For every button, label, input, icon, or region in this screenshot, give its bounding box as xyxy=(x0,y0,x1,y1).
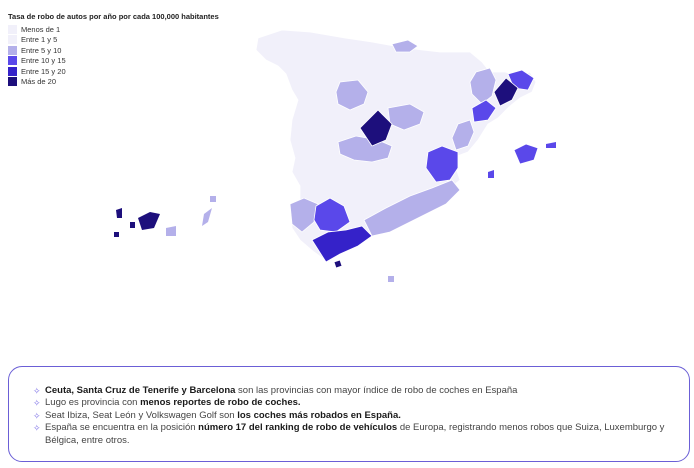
legend-item-entre-1-y-5: Entre 1 y 5 xyxy=(8,35,248,46)
legend-label: Entre 1 y 5 xyxy=(21,35,58,45)
province-sevilla xyxy=(313,197,351,233)
island-tenerife xyxy=(138,212,160,230)
island-lanzarote xyxy=(210,196,216,202)
legend-item-entre-5-y-10: Entre 5 y 10 xyxy=(8,45,248,56)
island-hierro xyxy=(114,232,119,237)
legend-item-menos-de-1: Menos de 1 xyxy=(8,24,248,35)
province-tarragona xyxy=(471,99,497,123)
province-valencia xyxy=(425,145,459,183)
province-castellon xyxy=(451,119,475,151)
island-la-palma xyxy=(116,208,122,218)
sparkle-icon: ✧ xyxy=(33,410,41,421)
spain-choropleth-map xyxy=(114,29,556,282)
sparkle-icon: ✧ xyxy=(33,398,41,409)
province-huelva xyxy=(289,197,319,233)
info-item: ✧ Seat Ibiza, Seat León y Volkswagen Gol… xyxy=(33,410,675,422)
province-ceuta xyxy=(333,259,343,269)
legend-swatch xyxy=(8,35,17,45)
legend-label: Más de 20 xyxy=(21,77,57,87)
island-ibiza xyxy=(488,170,494,178)
legend-label: Entre 5 y 10 xyxy=(21,45,62,55)
legend-title: Tasa de robo de autos por año por cada 1… xyxy=(8,12,219,21)
province-leon xyxy=(335,79,369,111)
legend-swatch xyxy=(8,66,17,76)
legend-swatch xyxy=(8,45,17,55)
legend-swatch xyxy=(8,56,17,66)
legend-swatch xyxy=(8,24,17,34)
map-legend: Tasa de robo de autos por año por cada 1… xyxy=(8,12,248,87)
legend-label: Entre 15 y 20 xyxy=(21,66,66,76)
province-barcelona xyxy=(493,77,519,107)
province-granada-almeria-murcia xyxy=(363,179,461,237)
info-text: Lugo es provincia con menos reportes de … xyxy=(45,397,301,409)
info-item: ✧ Ceuta, Santa Cruz de Tenerife y Barcel… xyxy=(33,385,675,397)
info-item: ✧ Lugo es provincia con menos reportes d… xyxy=(33,397,675,409)
info-text: Ceuta, Santa Cruz de Tenerife y Barcelon… xyxy=(45,385,518,396)
legend-item-entre-15-y-20: Entre 15 y 20 xyxy=(8,66,248,77)
province-malaga-cadiz xyxy=(311,225,373,263)
legend-item-mas-de-20: Más de 20 xyxy=(8,77,248,88)
province-zaragoza xyxy=(469,67,497,105)
info-text: Seat Ibiza, Seat León y Volkswagen Golf … xyxy=(45,409,401,421)
info-text: España se encuentra en la posición númer… xyxy=(45,422,665,446)
legend-label: Entre 10 y 15 xyxy=(21,56,66,66)
island-fuerteventura xyxy=(202,208,212,226)
province-madrid xyxy=(359,109,393,147)
province-melilla xyxy=(388,276,394,282)
info-box: ✧ Ceuta, Santa Cruz de Tenerife y Barcel… xyxy=(8,366,690,462)
sparkle-icon: ✧ xyxy=(33,423,41,434)
province-mallorca xyxy=(513,143,539,165)
legend-label: Menos de 1 xyxy=(21,24,61,34)
island-menorca xyxy=(546,142,556,148)
province-cantabria xyxy=(391,39,419,53)
island-gran-canaria xyxy=(166,226,176,236)
legend-item-entre-10-y-15: Entre 10 y 15 xyxy=(8,56,248,67)
info-item: ✧ España se encuentra en la posición núm… xyxy=(33,422,675,447)
sparkle-icon: ✧ xyxy=(33,386,41,396)
legend-swatch xyxy=(8,77,17,87)
island-gomera xyxy=(130,222,135,228)
